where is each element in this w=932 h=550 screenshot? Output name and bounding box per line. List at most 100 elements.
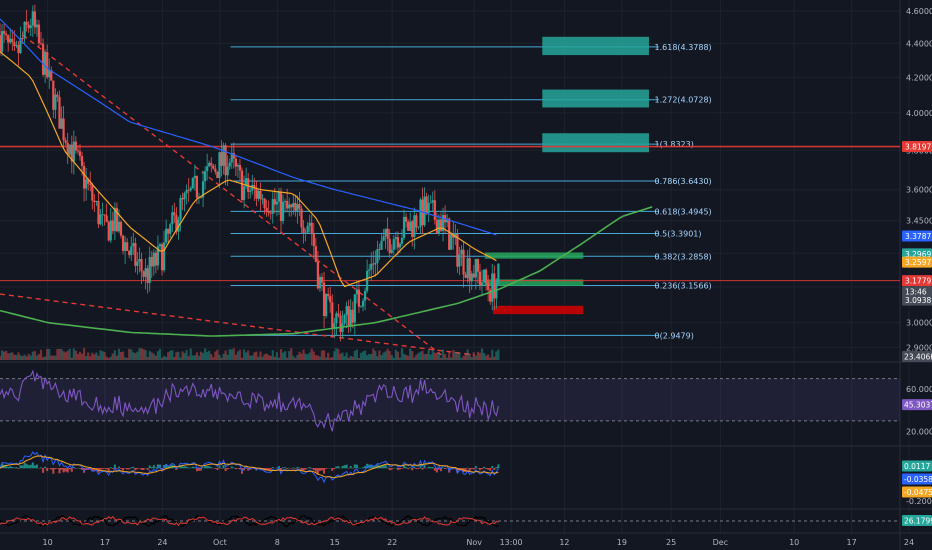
candle-body[interactable] xyxy=(74,141,77,151)
candle-body[interactable] xyxy=(115,207,119,232)
candle-body[interactable] xyxy=(357,289,361,307)
candle-body[interactable] xyxy=(5,33,8,36)
candle-body[interactable] xyxy=(201,181,205,198)
candle-body[interactable] xyxy=(277,191,281,202)
candle-body[interactable] xyxy=(363,290,367,301)
candle-body[interactable] xyxy=(220,152,223,166)
candle-body[interactable] xyxy=(76,150,80,152)
candle-body[interactable] xyxy=(35,24,39,28)
candle-body[interactable] xyxy=(368,269,371,271)
parabolic-curve[interactable] xyxy=(0,206,653,337)
candle-body[interactable] xyxy=(52,80,55,110)
candle-body[interactable] xyxy=(353,294,356,323)
trend-lines[interactable] xyxy=(0,34,475,356)
candle-body[interactable] xyxy=(95,201,98,202)
candle-body[interactable] xyxy=(288,204,291,209)
candle-body[interactable] xyxy=(433,200,436,220)
candle-body[interactable] xyxy=(195,175,199,198)
candle-body[interactable] xyxy=(54,94,57,110)
candle-body[interactable] xyxy=(21,38,24,39)
candle-body[interactable] xyxy=(226,166,229,176)
candle-body[interactable] xyxy=(345,306,348,315)
rsi-pane[interactable] xyxy=(0,369,900,432)
candle-body[interactable] xyxy=(257,190,260,199)
candle-body[interactable] xyxy=(183,193,186,200)
candle-body[interactable] xyxy=(491,273,494,302)
candle-body[interactable] xyxy=(374,262,377,265)
candle-body[interactable] xyxy=(460,249,463,255)
candle-body[interactable] xyxy=(152,252,155,267)
candle-body[interactable] xyxy=(101,214,104,216)
candle-body[interactable] xyxy=(327,294,330,297)
candle-body[interactable] xyxy=(318,276,322,289)
candle-body[interactable] xyxy=(124,242,127,251)
candle-body[interactable] xyxy=(66,142,69,155)
candle-body[interactable] xyxy=(234,158,237,167)
candle-body[interactable] xyxy=(310,222,313,234)
candle-body[interactable] xyxy=(450,234,453,250)
candle-body[interactable] xyxy=(105,215,108,222)
candle-body[interactable] xyxy=(372,263,375,265)
candle-body[interactable] xyxy=(218,152,221,178)
candle-body[interactable] xyxy=(431,200,434,203)
candle-body[interactable] xyxy=(146,268,149,283)
candle-body[interactable] xyxy=(472,273,475,278)
candle-body[interactable] xyxy=(376,249,379,263)
candle-body[interactable] xyxy=(423,196,426,226)
candle-body[interactable] xyxy=(158,244,162,247)
candle-body[interactable] xyxy=(335,313,338,324)
candle-body[interactable] xyxy=(425,196,428,214)
candle-body[interactable] xyxy=(78,151,82,157)
candle-body[interactable] xyxy=(109,220,112,241)
candle-body[interactable] xyxy=(165,228,168,243)
candle-body[interactable] xyxy=(154,252,157,266)
candle-body[interactable] xyxy=(407,221,410,231)
target-box[interactable] xyxy=(484,252,584,259)
candle-body[interactable] xyxy=(402,216,406,238)
candle-body[interactable] xyxy=(11,38,14,43)
candle-body[interactable] xyxy=(281,201,285,222)
trend-line[interactable] xyxy=(22,34,442,356)
candle-body[interactable] xyxy=(329,296,332,303)
candle-body[interactable] xyxy=(300,208,303,228)
candle-body[interactable] xyxy=(347,306,350,327)
candle-body[interactable] xyxy=(337,313,340,316)
candle-body[interactable] xyxy=(46,52,49,78)
candle-body[interactable] xyxy=(97,201,100,225)
candle-body[interactable] xyxy=(224,145,227,176)
candle-body[interactable] xyxy=(177,219,180,232)
candle-body[interactable] xyxy=(343,314,346,324)
candle-body[interactable] xyxy=(306,225,309,233)
candle-body[interactable] xyxy=(58,96,61,129)
candle-body[interactable] xyxy=(103,214,106,216)
candle-body[interactable] xyxy=(167,228,170,234)
candle-body[interactable] xyxy=(119,221,123,236)
candle-body[interactable] xyxy=(378,249,381,250)
candle-body[interactable] xyxy=(279,191,283,222)
candle-body[interactable] xyxy=(199,197,203,198)
candle-body[interactable] xyxy=(439,219,443,231)
candle-body[interactable] xyxy=(216,171,219,178)
candle-body[interactable] xyxy=(0,31,4,52)
candle-body[interactable] xyxy=(292,202,295,208)
candle-body[interactable] xyxy=(185,189,188,194)
candle-body[interactable] xyxy=(261,198,264,200)
candle-body[interactable] xyxy=(70,144,73,162)
bottom-indicator-pane[interactable] xyxy=(0,514,900,528)
candle-body[interactable] xyxy=(468,258,471,282)
candle-body[interactable] xyxy=(162,242,166,271)
candle-body[interactable] xyxy=(384,228,387,237)
candle-body[interactable] xyxy=(320,276,324,283)
candle-body[interactable] xyxy=(9,38,12,43)
candle-body[interactable] xyxy=(452,234,455,238)
candle-body[interactable] xyxy=(359,306,363,308)
candle-body[interactable] xyxy=(134,243,137,266)
candle-body[interactable] xyxy=(189,188,192,191)
candle-body[interactable] xyxy=(179,197,182,220)
candle-body[interactable] xyxy=(322,282,326,316)
candle-body[interactable] xyxy=(142,271,145,277)
candle-body[interactable] xyxy=(173,212,176,216)
candle-body[interactable] xyxy=(247,178,250,192)
parabolic-curve-line[interactable] xyxy=(0,206,653,337)
